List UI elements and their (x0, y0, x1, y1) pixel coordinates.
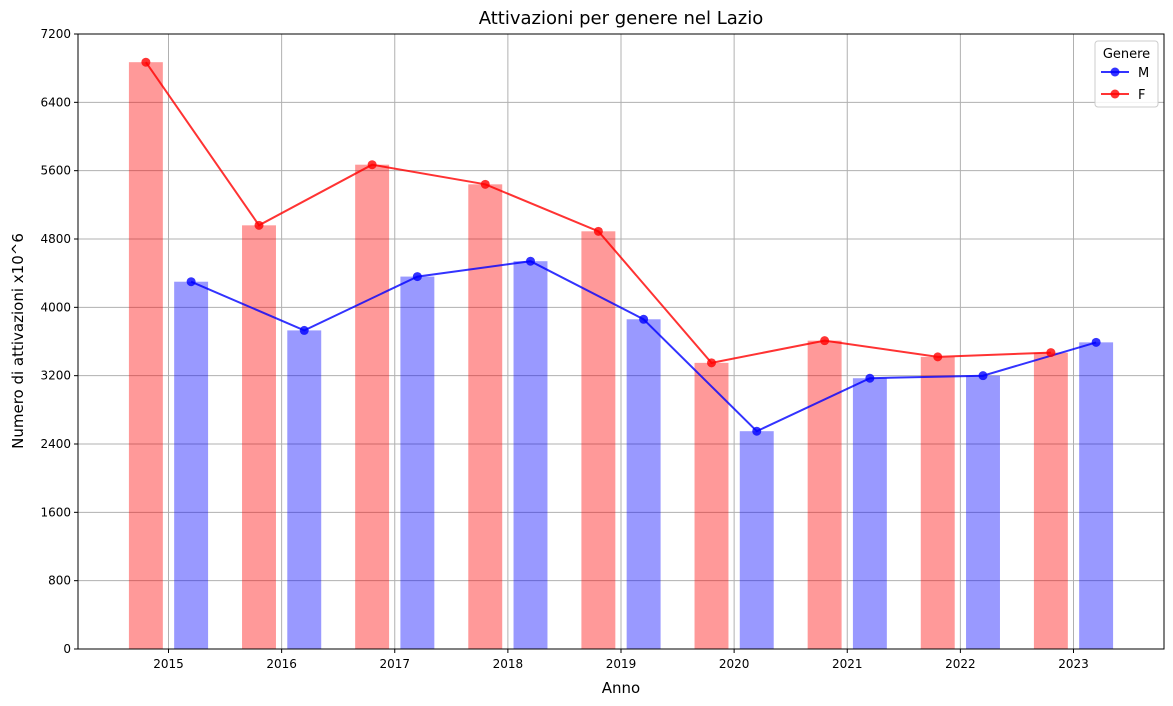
bar-m (966, 375, 1000, 649)
legend-label-f: F (1138, 88, 1145, 103)
legend-label-m: M (1138, 66, 1149, 81)
bar-f (128, 62, 163, 649)
bar-m (852, 378, 887, 649)
x-tick-label: 2018 (493, 657, 524, 671)
legend-entries: MF (1101, 66, 1149, 103)
x-tick-label: 2016 (266, 657, 297, 671)
point-m (526, 256, 535, 266)
y-tick-label: 0 (63, 642, 71, 656)
bar-f (355, 164, 390, 649)
point-f (593, 226, 603, 236)
point-f (820, 336, 830, 346)
x-tick-label: 2020 (719, 657, 750, 671)
bar-m (400, 276, 435, 649)
point-f (254, 220, 264, 230)
bar-f (581, 231, 616, 649)
point-f (1046, 348, 1056, 358)
bars (128, 62, 1114, 650)
bar-f (694, 362, 729, 649)
y-tick-label: 7200 (40, 27, 71, 41)
chart-title: Attivazioni per genere nel Lazio (479, 8, 764, 29)
y-tick-label: 1600 (40, 505, 71, 519)
y-tick-label: 2400 (40, 437, 71, 451)
y-tick-label: 4800 (40, 232, 71, 246)
point-m (865, 373, 875, 383)
bar-m (513, 261, 548, 649)
point-m (752, 426, 762, 436)
bar-f (1033, 352, 1068, 649)
x-axis-label: Anno (602, 679, 640, 697)
x-tick-label: 2022 (945, 657, 976, 671)
legend-box (1094, 40, 1159, 108)
legend-title: Genere (1103, 47, 1150, 62)
bar-m (739, 431, 774, 649)
y-tick-label: 4000 (40, 300, 71, 314)
legend-marker-m (1110, 67, 1120, 77)
point-m (639, 314, 649, 324)
x-tick-label: 2021 (832, 657, 863, 671)
point-m (412, 272, 422, 282)
x-tick-label: 2019 (606, 657, 637, 671)
x-tick-label: 2015 (153, 657, 184, 671)
y-tick-label: 800 (48, 574, 71, 588)
point-m (186, 277, 196, 287)
bar-m (1079, 342, 1114, 649)
legend: Genere MF (1094, 40, 1159, 108)
ticks: 0 800 1600 2400 3200 4000 4800 5600 6400 7200 2015… (40, 27, 1088, 671)
point-m (978, 371, 988, 381)
bar-f (807, 340, 842, 649)
legend-marker-f (1110, 89, 1120, 99)
point-f (367, 160, 377, 170)
y-tick-label: 3200 (40, 369, 71, 383)
point-m (299, 325, 309, 335)
point-f (141, 57, 151, 67)
y-tick-label: 5600 (40, 164, 71, 178)
point-f (480, 179, 490, 189)
point-m (1091, 337, 1101, 347)
bar-m (174, 281, 209, 649)
x-tick-label: 2023 (1058, 657, 1089, 671)
bar-m (626, 319, 661, 649)
point-f (933, 352, 943, 362)
lines (141, 57, 1101, 436)
y-tick-label: 6400 (40, 95, 71, 109)
bar-m (287, 330, 322, 649)
point-f (707, 358, 716, 368)
bar-f (242, 225, 276, 650)
x-tick-label: 2017 (379, 657, 410, 671)
y-axis-label: Numero di attivazioni x10^6 (9, 233, 27, 449)
bar-f (920, 356, 955, 649)
bar-f (468, 184, 503, 650)
